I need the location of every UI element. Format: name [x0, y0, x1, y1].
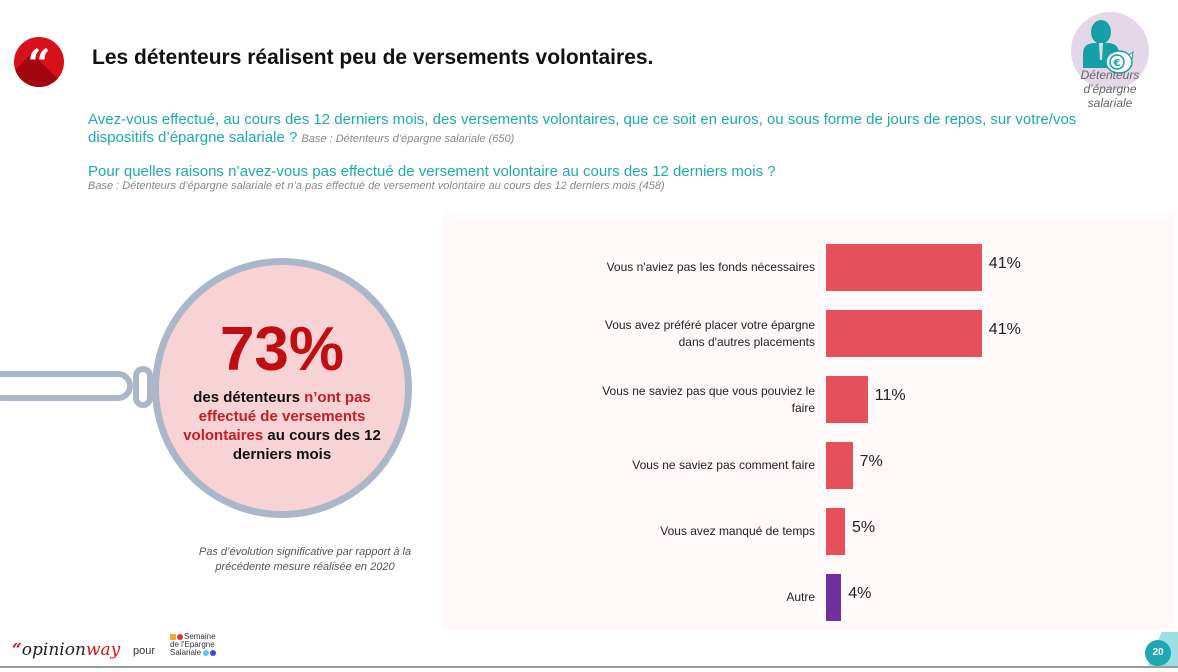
partner-line: Salariale: [170, 648, 202, 657]
bar-value-label: 4%: [848, 584, 872, 602]
bar-label-line: Autre: [786, 590, 815, 604]
bar-label: Vous ne saviez pas que vous pouviez le fa…: [515, 383, 815, 417]
evolution-note-line: Pas d’évolution significative par rappor…: [198, 546, 412, 558]
partner-line: de l'Epargne: [170, 640, 215, 649]
evolution-note: Pas d’évolution significative par rappor…: [160, 545, 450, 575]
question-1-base: Base : Détenteurs d’épargne salariale (6…: [301, 133, 515, 145]
logo-opinion: opinion: [21, 640, 86, 660]
bar: [826, 376, 868, 423]
bar-label: Autre: [515, 589, 815, 606]
quote-glyph: “: [27, 41, 51, 87]
highlight-text-part2: au cours des 12 derniers mois: [232, 427, 381, 463]
bar-label: Vous avez manqué de temps: [515, 523, 815, 540]
svg-text:€: €: [1113, 58, 1121, 69]
bar-value-label: 11%: [874, 386, 906, 404]
persona-label-line: d'épargne: [1083, 82, 1137, 96]
bar-label-line: Vous avez préféré placer votre épargne: [604, 317, 815, 332]
highlight-text-part1: des détenteurs: [193, 389, 305, 406]
bar: [826, 310, 982, 357]
bar-value-label: 41%: [988, 254, 1021, 272]
bar-label: Vous n'aviez pas les fonds nécessaires: [515, 259, 815, 276]
opinionway-logo: “opinionway: [12, 640, 120, 660]
page-number: 20: [1145, 640, 1171, 666]
question-2: Pour quelles raisons n’avez-vous pas eff…: [88, 164, 1078, 193]
bar-label: Vous avez préféré placer votre épargne da…: [515, 317, 815, 351]
logo-quote: “: [12, 640, 22, 660]
pour-label: pour: [133, 645, 156, 657]
persona-icon: €: [1071, 12, 1149, 90]
bar: [826, 442, 853, 489]
highlight-text: des détenteurs n’ont pas effectué de ver…: [168, 388, 396, 464]
logo-way: way: [85, 640, 121, 660]
magnifier-lens: [152, 258, 412, 518]
question-2-text: Pour quelles raisons n’avez-vous pas eff…: [88, 163, 776, 180]
question-2-base: Base : Détenteurs d’épargne salariale et…: [88, 180, 665, 192]
question-1: Avez-vous effectué, au cours des 12 dern…: [88, 111, 1078, 148]
bar-label-line: Vous avez manqué de temps: [660, 524, 815, 538]
bar-label-line: Vous ne saviez pas comment faire: [632, 458, 815, 472]
bar: [826, 244, 982, 291]
highlight-text-emphasis: n’ont pas effectué de versements volonta…: [183, 389, 371, 444]
persona-label-line: Détenteurs: [1080, 68, 1140, 82]
bar-label: Vous ne saviez pas comment faire: [515, 457, 815, 474]
bar-value-label: 7%: [859, 452, 883, 470]
partner-line: Semaine: [184, 632, 216, 641]
semaine-epargne-salariale-logo: Semaine de l'Epargne Salariale: [170, 633, 217, 657]
bar-value-label: 5%: [852, 518, 876, 536]
page-title: Les détenteurs réalisent peu de versemen…: [92, 46, 654, 69]
persona-label: Détenteurs d'épargne salariale: [1060, 68, 1160, 110]
bar: [826, 508, 845, 555]
bar-label-line: dans d'autres placements: [678, 334, 815, 349]
question-1-text: Avez-vous effectué, au cours des 12 dern…: [88, 111, 1077, 146]
magnifier-handle-icon: [0, 366, 153, 408]
bar-chart: Vous n'aviez pas les fonds nécessaires 41…: [443, 213, 1175, 630]
bar-label-line: Vous n'aviez pas les fonds nécessaires: [606, 260, 815, 274]
footer-divider: [0, 666, 1178, 668]
bar-label-line: Vous ne saviez pas que vous pouviez le: [602, 383, 815, 398]
highlight-percent: 73%: [219, 315, 345, 384]
persona-label-line: salariale: [1087, 96, 1133, 110]
bar-value-label: 41%: [988, 320, 1021, 338]
evolution-note-line: précédente mesure réalisée en 2020: [215, 561, 395, 573]
bar: [826, 574, 842, 621]
quote-badge-icon: “: [14, 37, 64, 87]
bar-label-line: faire: [791, 400, 815, 415]
